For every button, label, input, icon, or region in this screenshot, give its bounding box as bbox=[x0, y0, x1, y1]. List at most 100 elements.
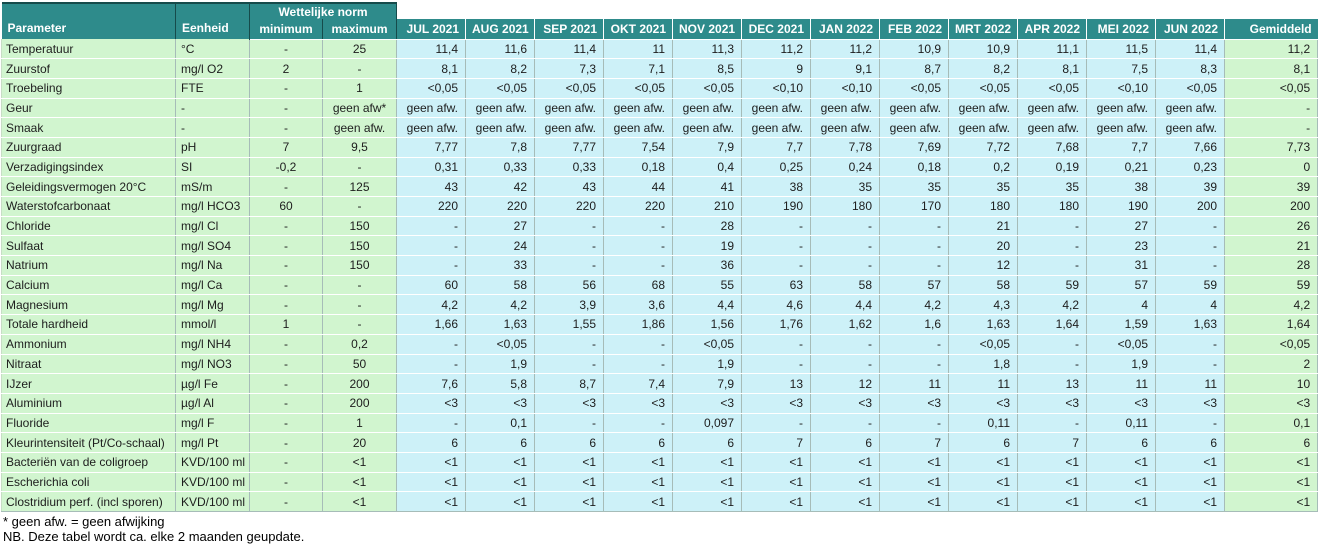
value-cell: 35 bbox=[880, 177, 949, 197]
table-row: Kleurintensiteit (Pt/Co-schaal)mg/l Pt-2… bbox=[2, 433, 1318, 453]
param-cell: Escherichia coli bbox=[2, 472, 176, 492]
max-cell: geen afw. bbox=[323, 118, 397, 138]
value-cell: <1 bbox=[1018, 472, 1087, 492]
value-cell: 42 bbox=[466, 177, 535, 197]
value-cell: geen afw. bbox=[880, 98, 949, 118]
value-cell: 7,68 bbox=[1018, 137, 1087, 157]
value-cell: <1 bbox=[1018, 452, 1087, 472]
unit-cell: °C bbox=[176, 39, 250, 59]
max-cell: - bbox=[323, 275, 397, 295]
value-cell: - bbox=[880, 216, 949, 236]
value-cell: 63 bbox=[742, 275, 811, 295]
min-cell: -0,2 bbox=[250, 157, 323, 177]
value-cell: 11,4 bbox=[397, 39, 466, 59]
value-cell: 4 bbox=[1087, 295, 1156, 315]
max-cell: 20 bbox=[323, 433, 397, 453]
col-header-month: DEC 2021 bbox=[742, 19, 811, 39]
value-cell: 7,1 bbox=[604, 59, 673, 79]
value-cell: <0,05 bbox=[673, 78, 742, 98]
value-cell: 33 bbox=[466, 256, 535, 276]
param-cell: Geleidingsvermogen 20°C bbox=[2, 177, 176, 197]
unit-cell: mg/l Cl bbox=[176, 216, 250, 236]
param-cell: Smaak bbox=[2, 118, 176, 138]
value-cell: <1 bbox=[397, 492, 466, 512]
value-cell: - bbox=[1018, 216, 1087, 236]
value-cell: 7,9 bbox=[673, 374, 742, 394]
value-cell: <1 bbox=[604, 492, 673, 512]
min-cell: - bbox=[250, 98, 323, 118]
min-cell: 1 bbox=[250, 315, 323, 335]
value-cell: 27 bbox=[466, 216, 535, 236]
value-cell: <1 bbox=[742, 472, 811, 492]
value-cell: 57 bbox=[1087, 275, 1156, 295]
value-cell: - bbox=[1018, 256, 1087, 276]
value-cell: 7,78 bbox=[811, 137, 880, 157]
value-cell: 55 bbox=[673, 275, 742, 295]
value-cell: <1 bbox=[673, 492, 742, 512]
value-cell: 190 bbox=[742, 197, 811, 217]
value-cell: 6 bbox=[604, 433, 673, 453]
value-cell: <1 bbox=[604, 452, 673, 472]
min-cell: - bbox=[250, 433, 323, 453]
col-header-parameter: Parameter bbox=[2, 3, 176, 39]
average-cell: 2 bbox=[1225, 354, 1318, 374]
min-cell: - bbox=[250, 256, 323, 276]
value-cell: 57 bbox=[880, 275, 949, 295]
value-cell: <1 bbox=[1156, 472, 1225, 492]
min-cell: 60 bbox=[250, 197, 323, 217]
min-cell: 7 bbox=[250, 137, 323, 157]
param-cell: Ammonium bbox=[2, 334, 176, 354]
min-cell: - bbox=[250, 118, 323, 138]
value-cell: - bbox=[811, 334, 880, 354]
col-header-month: NOV 2021 bbox=[673, 19, 742, 39]
value-cell: 8,2 bbox=[466, 59, 535, 79]
value-cell: - bbox=[742, 413, 811, 433]
unit-cell: FTE bbox=[176, 78, 250, 98]
value-cell: - bbox=[604, 354, 673, 374]
min-cell: - bbox=[250, 334, 323, 354]
value-cell: 6 bbox=[949, 433, 1018, 453]
value-cell: 28 bbox=[673, 216, 742, 236]
unit-cell: - bbox=[176, 118, 250, 138]
value-cell: 0,33 bbox=[466, 157, 535, 177]
value-cell: 220 bbox=[535, 197, 604, 217]
value-cell: geen afw. bbox=[673, 98, 742, 118]
param-cell: Waterstofcarbonaat bbox=[2, 197, 176, 217]
value-cell: 7,54 bbox=[604, 137, 673, 157]
min-cell: - bbox=[250, 472, 323, 492]
col-header-month: APR 2022 bbox=[1018, 19, 1087, 39]
value-cell: geen afw. bbox=[673, 118, 742, 138]
unit-cell: - bbox=[176, 98, 250, 118]
value-cell: 39 bbox=[1156, 177, 1225, 197]
value-cell: 0,2 bbox=[949, 157, 1018, 177]
value-cell: <1 bbox=[1087, 452, 1156, 472]
value-cell: - bbox=[535, 236, 604, 256]
value-cell: 8,2 bbox=[949, 59, 1018, 79]
value-cell: <3 bbox=[1018, 393, 1087, 413]
average-cell: 7,73 bbox=[1225, 137, 1318, 157]
value-cell: 0,24 bbox=[811, 157, 880, 177]
value-cell: <0,05 bbox=[949, 78, 1018, 98]
value-cell: - bbox=[1018, 236, 1087, 256]
value-cell: 12 bbox=[949, 256, 1018, 276]
param-cell: Zuurstof bbox=[2, 59, 176, 79]
value-cell: 59 bbox=[1156, 275, 1225, 295]
unit-cell: mg/l Mg bbox=[176, 295, 250, 315]
value-cell: 7,6 bbox=[397, 374, 466, 394]
average-cell: 200 bbox=[1225, 197, 1318, 217]
min-cell: - bbox=[250, 393, 323, 413]
value-cell: <0,05 bbox=[397, 78, 466, 98]
value-cell: 7,5 bbox=[1087, 59, 1156, 79]
value-cell: 11,3 bbox=[673, 39, 742, 59]
value-cell: 4,6 bbox=[742, 295, 811, 315]
value-cell: 1,63 bbox=[949, 315, 1018, 335]
